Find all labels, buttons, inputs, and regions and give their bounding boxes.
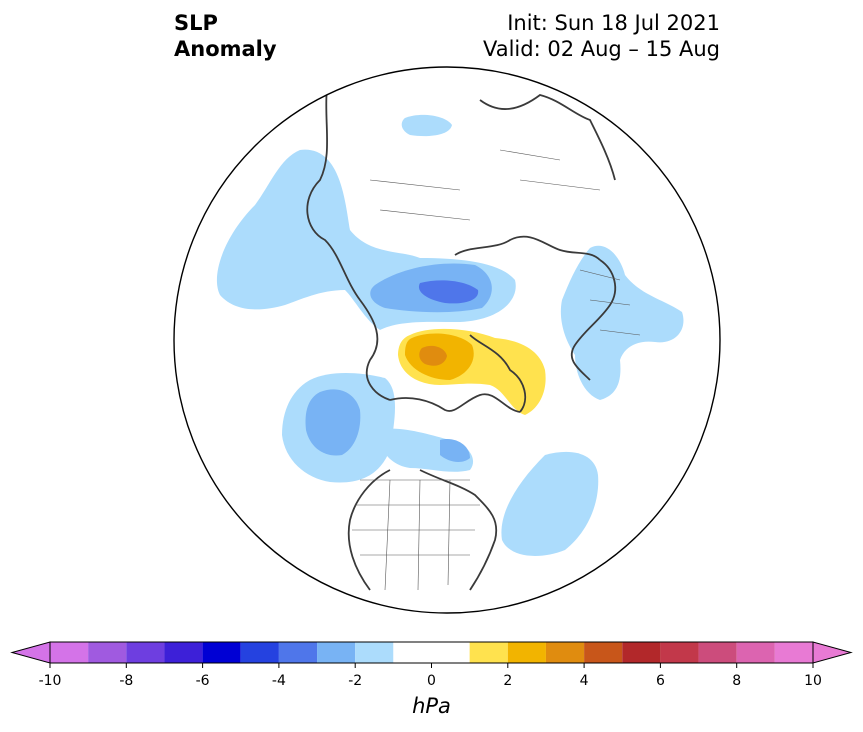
title-variable: SLP bbox=[174, 11, 218, 35]
colorbar-swatch bbox=[660, 642, 699, 663]
init-date: Init: Sun 18 Jul 2021 bbox=[507, 11, 720, 35]
colorbar-tick-label: 8 bbox=[732, 673, 741, 689]
colorbar-tick-label: 4 bbox=[580, 673, 589, 689]
colorbar-swatch bbox=[584, 642, 623, 663]
colorbar-swatch bbox=[469, 642, 508, 663]
colorbar-swatch bbox=[545, 642, 585, 663]
colorbar-swatch bbox=[736, 642, 775, 663]
colorbar-swatch bbox=[698, 642, 737, 663]
colorbar-swatch bbox=[507, 642, 546, 663]
valid-range: Valid: 02 Aug – 15 Aug bbox=[482, 37, 720, 61]
polar-map bbox=[173, 66, 721, 614]
colorbar-extend-high bbox=[812, 641, 853, 664]
country-borders bbox=[352, 149, 641, 591]
colorbar-swatch bbox=[278, 642, 318, 663]
coastlines bbox=[306, 69, 617, 591]
colorbar-tick-label: 2 bbox=[503, 673, 512, 689]
colorbar-swatch bbox=[164, 642, 203, 663]
colorbar-tick-label: -10 bbox=[39, 673, 62, 689]
colorbar-swatch bbox=[50, 642, 89, 663]
colorbar-tick-label: -8 bbox=[119, 673, 133, 689]
colorbar-tick-label: -4 bbox=[272, 673, 286, 689]
colorbar-swatch bbox=[240, 642, 279, 663]
colorbar: -10 -8 -6 -4 -2 0 2 4 6 8 10 bbox=[10, 641, 853, 689]
colorbar-unit: hPa bbox=[412, 694, 451, 718]
map-dates: Init: Sun 18 Jul 2021 Valid: 02 Aug – 15… bbox=[483, 10, 720, 62]
colorbar-swatch bbox=[202, 642, 241, 663]
colorbar-swatch bbox=[355, 642, 394, 663]
map-title: SLP Anomaly bbox=[174, 10, 277, 62]
colorbar-tick-label: 10 bbox=[804, 673, 822, 689]
map-disc bbox=[174, 67, 720, 613]
colorbar-swatch bbox=[317, 642, 356, 663]
colorbar-tick-label: 6 bbox=[656, 673, 665, 689]
colorbar-swatch bbox=[774, 642, 813, 663]
colorbar-tick-label: -6 bbox=[196, 673, 210, 689]
colorbar-swatch bbox=[126, 642, 165, 663]
colorbar-swatch bbox=[393, 642, 470, 663]
colorbar-swatch bbox=[622, 642, 661, 663]
colorbar-tick-label: 0 bbox=[427, 673, 436, 689]
colorbar-swatch bbox=[88, 642, 127, 663]
colorbar-tick-label: -2 bbox=[348, 673, 362, 689]
title-field: Anomaly bbox=[174, 37, 277, 61]
colorbar-extend-low bbox=[10, 641, 51, 664]
